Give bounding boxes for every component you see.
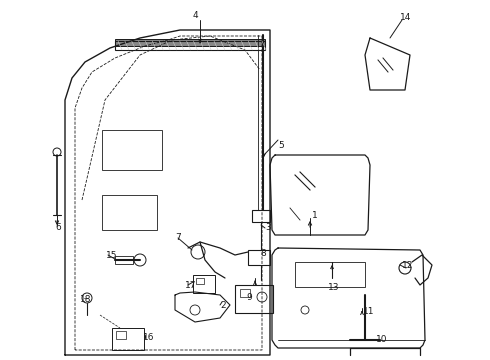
- Text: 11: 11: [363, 307, 374, 316]
- Text: 8: 8: [260, 248, 266, 257]
- Bar: [116, 331, 126, 339]
- Text: 2: 2: [220, 301, 225, 310]
- Bar: [196, 278, 204, 284]
- Text: 13: 13: [328, 284, 340, 292]
- Text: 9: 9: [246, 293, 252, 302]
- Text: 14: 14: [400, 13, 412, 22]
- Bar: [252, 210, 270, 222]
- Text: 5: 5: [278, 141, 284, 150]
- Bar: [102, 130, 162, 170]
- Text: 10: 10: [376, 336, 388, 345]
- Text: 1: 1: [312, 211, 318, 220]
- Bar: [248, 250, 270, 265]
- Text: 12: 12: [402, 261, 414, 270]
- Text: 18: 18: [80, 296, 92, 305]
- Bar: [235, 285, 273, 313]
- Bar: [115, 256, 133, 264]
- Bar: [115, 39, 265, 45]
- Text: 15: 15: [106, 251, 118, 260]
- Bar: [295, 262, 365, 287]
- Text: 17: 17: [185, 282, 196, 291]
- Text: 6: 6: [55, 224, 61, 233]
- Bar: [115, 41, 265, 50]
- Bar: [193, 275, 215, 293]
- Text: 16: 16: [143, 333, 154, 342]
- Bar: [240, 289, 250, 297]
- Text: 3: 3: [265, 224, 271, 233]
- Bar: [102, 195, 157, 230]
- Bar: [112, 328, 144, 350]
- Text: 7: 7: [175, 234, 181, 243]
- Text: 4: 4: [193, 12, 198, 21]
